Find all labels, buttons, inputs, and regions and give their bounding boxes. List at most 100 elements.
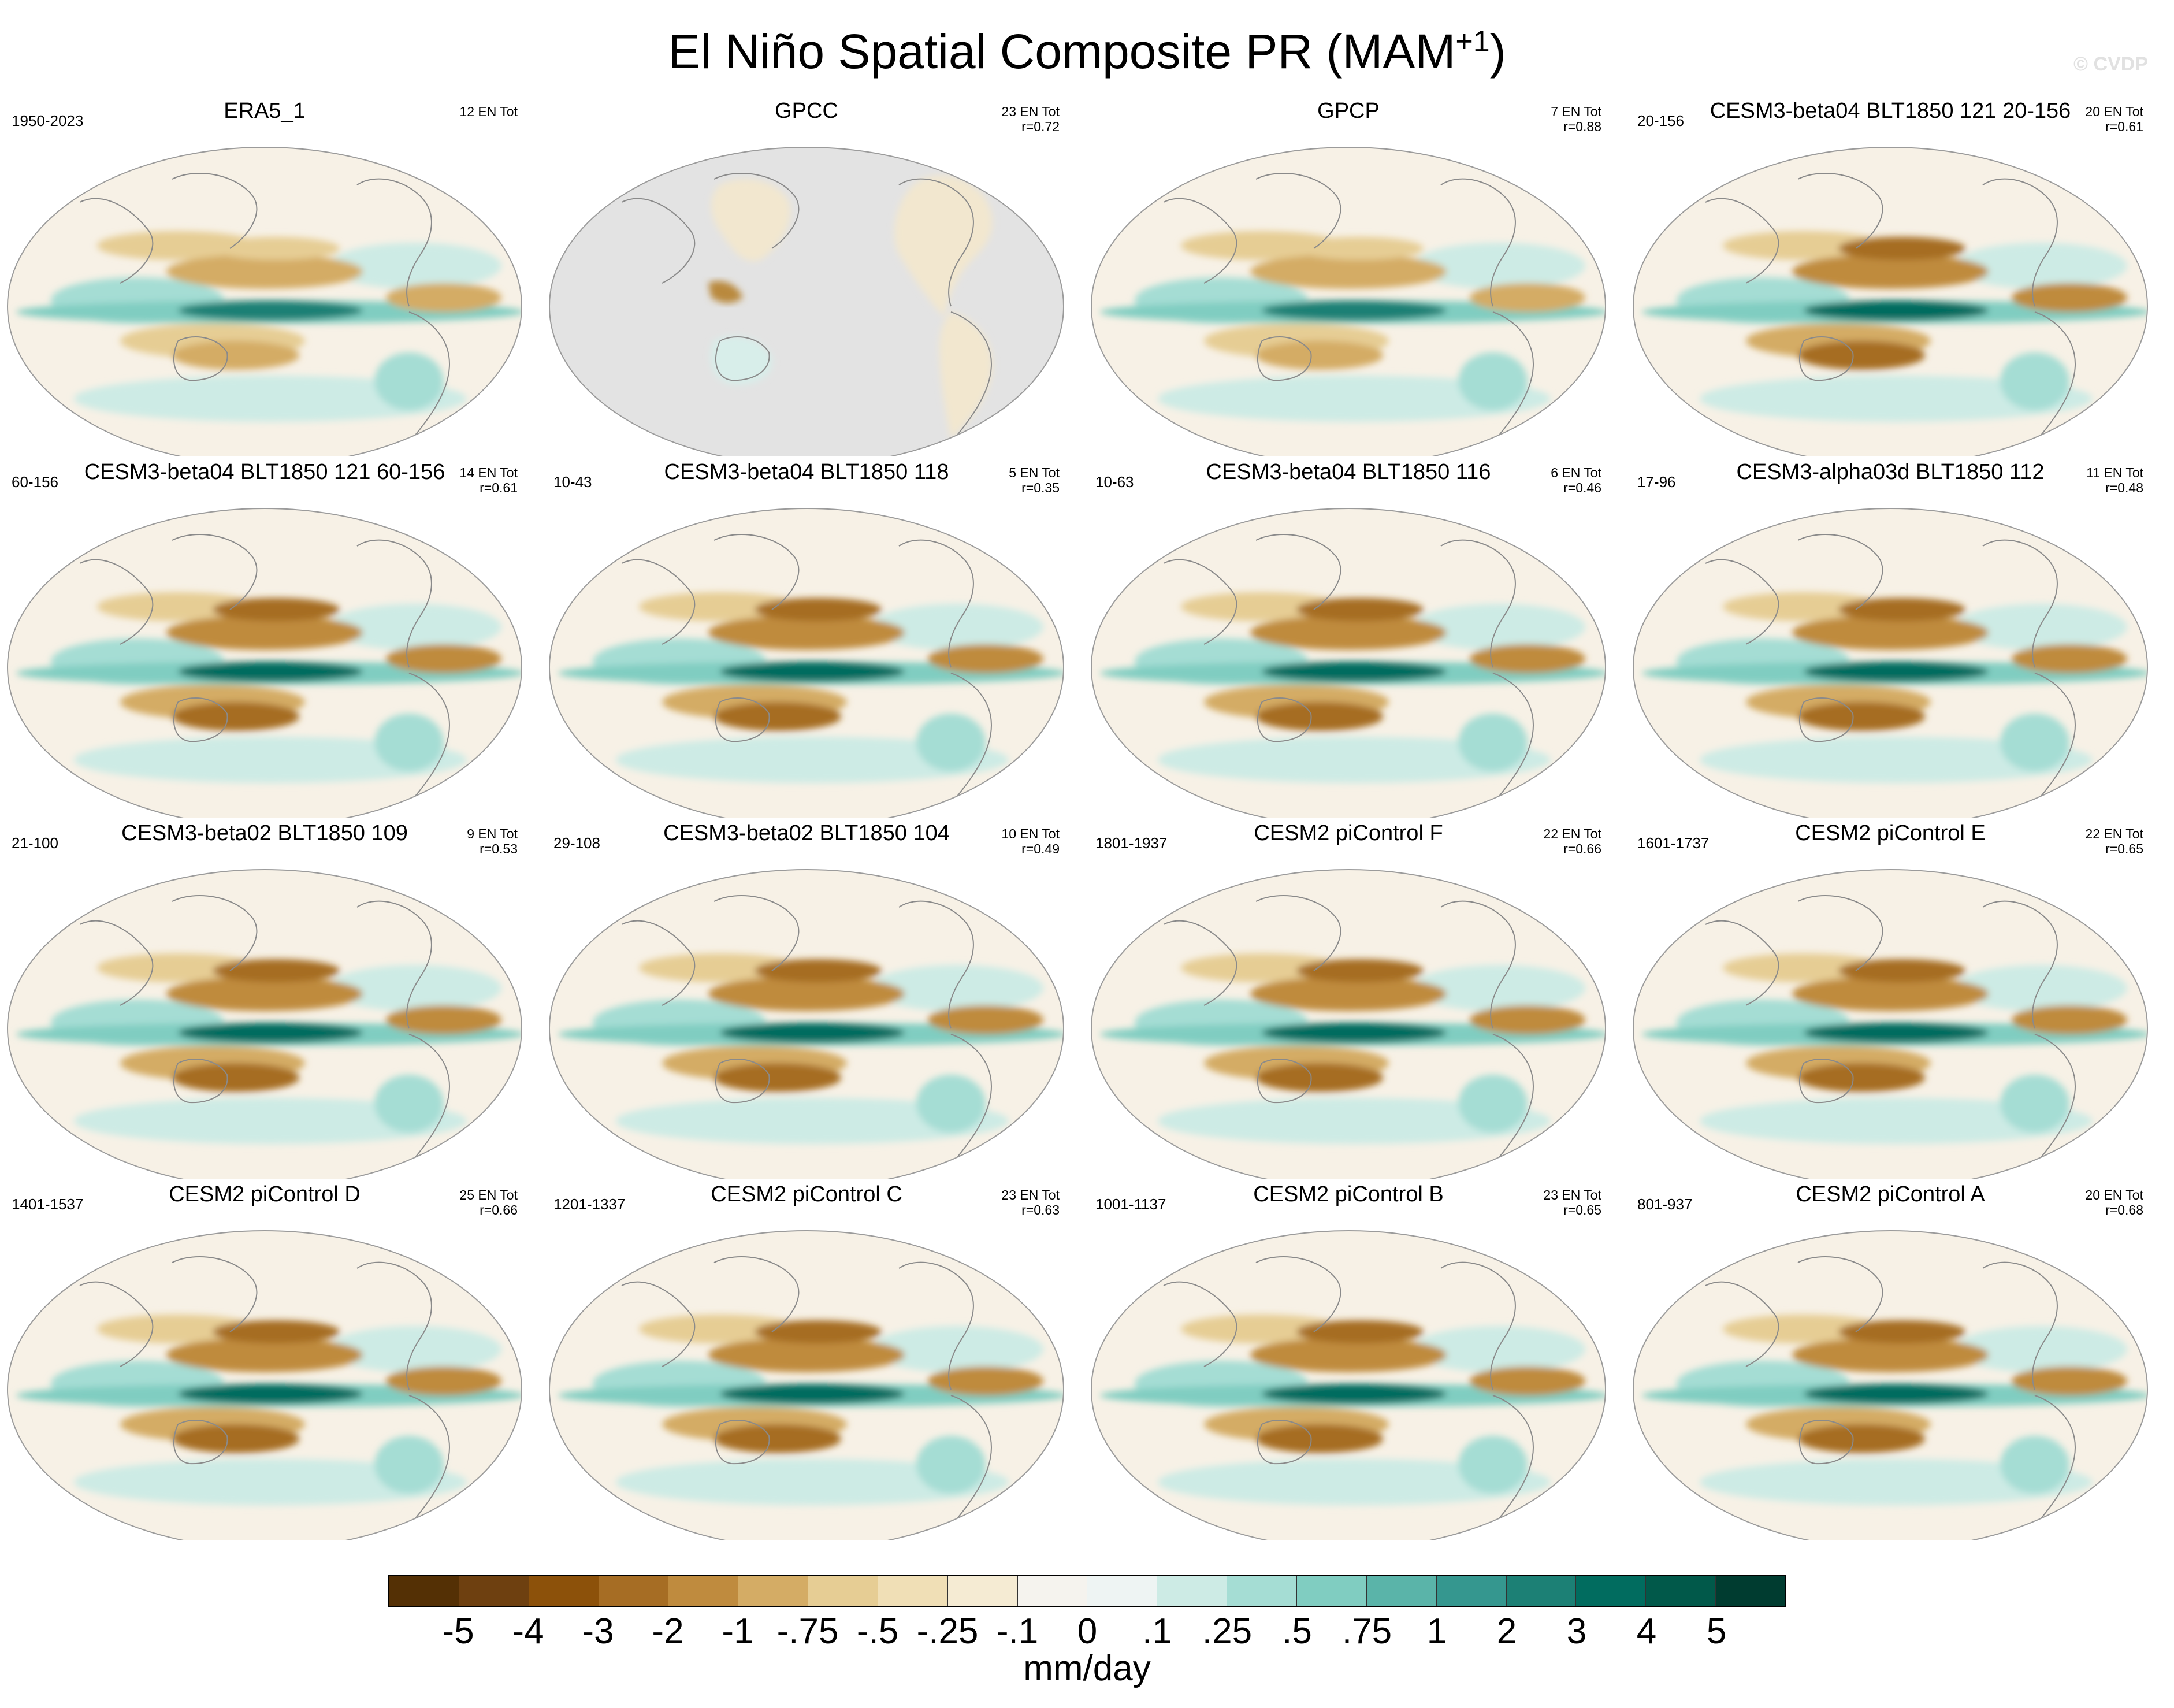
panel-period: 17-96 (1637, 473, 1676, 491)
panel-title: CESM3-alpha03d BLT1850 112 (1736, 460, 2045, 484)
panel-period: 801-937 (1637, 1195, 1693, 1213)
panel-period: 10-63 (1095, 473, 1134, 491)
coastline (408, 673, 451, 801)
world-map (1633, 508, 2148, 818)
precip-anomaly-region (1158, 1459, 1551, 1505)
panel-title: CESM2 piControl C (711, 1182, 902, 1206)
panel-en-count: 20 EN Tot (2085, 104, 2143, 119)
precip-anomaly-region (870, 1326, 1043, 1372)
precip-anomaly-region (1804, 662, 1989, 682)
map-panel: CESM3-beta02 BLT1850 109 21-100 9 EN Tot r=… (5, 820, 525, 1179)
panel-period: 60-156 (12, 473, 58, 491)
precip-anomaly-region (1792, 1338, 1989, 1372)
panel-title: CESM3-beta02 BLT1850 104 (663, 821, 950, 845)
coastline (1797, 534, 1883, 610)
coastline (173, 697, 228, 742)
precip-anomaly-region (1804, 300, 1989, 321)
coastline (1255, 173, 1341, 249)
precip-anomaly-region (213, 1320, 340, 1343)
coastline (2034, 673, 2076, 801)
precip-anomaly-region (374, 352, 444, 410)
panel-period: 1801-1937 (1095, 834, 1168, 852)
coastline (1982, 900, 2058, 1029)
panel-en-count: 25 EN Tot (459, 1187, 518, 1202)
precip-anomaly-region (1250, 254, 1447, 289)
coastline (1440, 178, 1516, 307)
colorbar-swatch (1646, 1576, 1716, 1606)
panel-stats: 23 EN Tot r=0.63 (1001, 1187, 1060, 1217)
map-outline (549, 147, 1064, 456)
map-panel: CESM2 piControl B 1001-1137 23 EN Tot r=0.6… (1088, 1182, 1608, 1540)
coastline (950, 1395, 993, 1523)
precip-anomaly-region (755, 959, 882, 982)
colorbar-swatch (1366, 1576, 1437, 1606)
precip-anomaly-region (1412, 604, 1585, 650)
coastline (715, 1420, 770, 1465)
coastline (1255, 534, 1341, 610)
coastline (1492, 673, 1534, 801)
precip-anomaly-region (1700, 376, 2093, 422)
precip-anomaly-region (708, 1338, 905, 1372)
panel-correlation: r=0.66 (1563, 841, 1601, 856)
coastline (898, 900, 974, 1029)
precip-anomaly-region (1954, 604, 2127, 650)
coastline (356, 1261, 432, 1390)
panel-stats: 22 EN Tot r=0.66 (1543, 826, 1601, 856)
coastline (1705, 559, 1779, 645)
colorbar-tick-label: 4 (1636, 1612, 1657, 1651)
coastline (898, 1261, 974, 1390)
precip-anomaly-region (172, 1063, 299, 1092)
coastline (950, 1034, 993, 1162)
panel-en-count: 5 EN Tot (1009, 465, 1060, 480)
precip-anomaly-region (708, 976, 905, 1011)
map-outline (549, 508, 1064, 818)
colorbar-tick-label: 0 (1077, 1612, 1098, 1651)
precip-anomaly-region (1804, 1384, 1989, 1404)
precip-anomaly-region (386, 1005, 501, 1034)
precip-anomaly-region (1250, 976, 1447, 1011)
coastline (1798, 697, 1854, 742)
precip-anomaly-region (1458, 1075, 1528, 1133)
panel-stats: 14 EN Tot r=0.61 (459, 465, 518, 495)
panel-correlation: r=0.48 (2105, 480, 2143, 495)
world-map (7, 147, 522, 456)
figure-title: El Niño Spatial Composite PR (MAM+1) (668, 24, 1506, 79)
precip-anomaly-region (720, 1384, 905, 1404)
panel-stats: 23 EN Tot r=0.65 (1543, 1187, 1601, 1217)
panel-en-count: 14 EN Tot (459, 465, 518, 480)
precip-anomaly-region (166, 615, 363, 650)
precip-anomaly-region (1954, 1326, 2127, 1372)
coastline (1440, 900, 1516, 1029)
panel-title: CESM2 piControl D (169, 1182, 361, 1206)
precip-anomaly-region (1262, 662, 1447, 682)
panel-stats: 9 EN Tot r=0.53 (467, 826, 518, 856)
coastline (2034, 1034, 2076, 1162)
precip-anomaly-region (1256, 341, 1383, 370)
world-map (549, 147, 1064, 456)
panel-period: 1601-1737 (1637, 834, 1710, 852)
precip-anomaly-region (1838, 959, 1965, 982)
panel-en-count: 22 EN Tot (2085, 826, 2143, 841)
precip-anomaly-region (1798, 702, 1925, 731)
panel-title: CESM3-beta04 BLT1850 121 60-156 (84, 460, 445, 484)
panel-correlation: r=0.63 (1021, 1202, 1060, 1217)
precip-anomaly-region (714, 1063, 841, 1092)
panel-en-count: 10 EN Tot (1001, 826, 1060, 841)
precip-anomaly-region (1412, 1326, 1585, 1372)
colorbar-swatch (1087, 1576, 1158, 1606)
precip-anomaly-region (1250, 1338, 1447, 1372)
coastline (173, 1059, 228, 1104)
map-outline (1091, 869, 1606, 1179)
map-panel: CESM3-beta04 BLT1850 118 10-43 5 EN Tot r=0… (547, 459, 1066, 818)
map-outline (1091, 1230, 1606, 1540)
precip-anomaly-region (714, 1424, 841, 1453)
colorbar-swatch (459, 1576, 529, 1606)
map-panel: CESM2 piControl F 1801-1937 22 EN Tot r=0.6… (1088, 820, 1608, 1179)
coastline (172, 534, 258, 610)
colorbar-swatch (1506, 1576, 1577, 1606)
precip-anomaly-region (328, 243, 501, 289)
coastline (173, 336, 228, 381)
precip-anomaly-region (178, 662, 363, 682)
map-panel: CESM3-beta04 BLT1850 121 20-156 20-156 20 … (1630, 98, 2150, 456)
panel-period: 21-100 (12, 834, 58, 852)
